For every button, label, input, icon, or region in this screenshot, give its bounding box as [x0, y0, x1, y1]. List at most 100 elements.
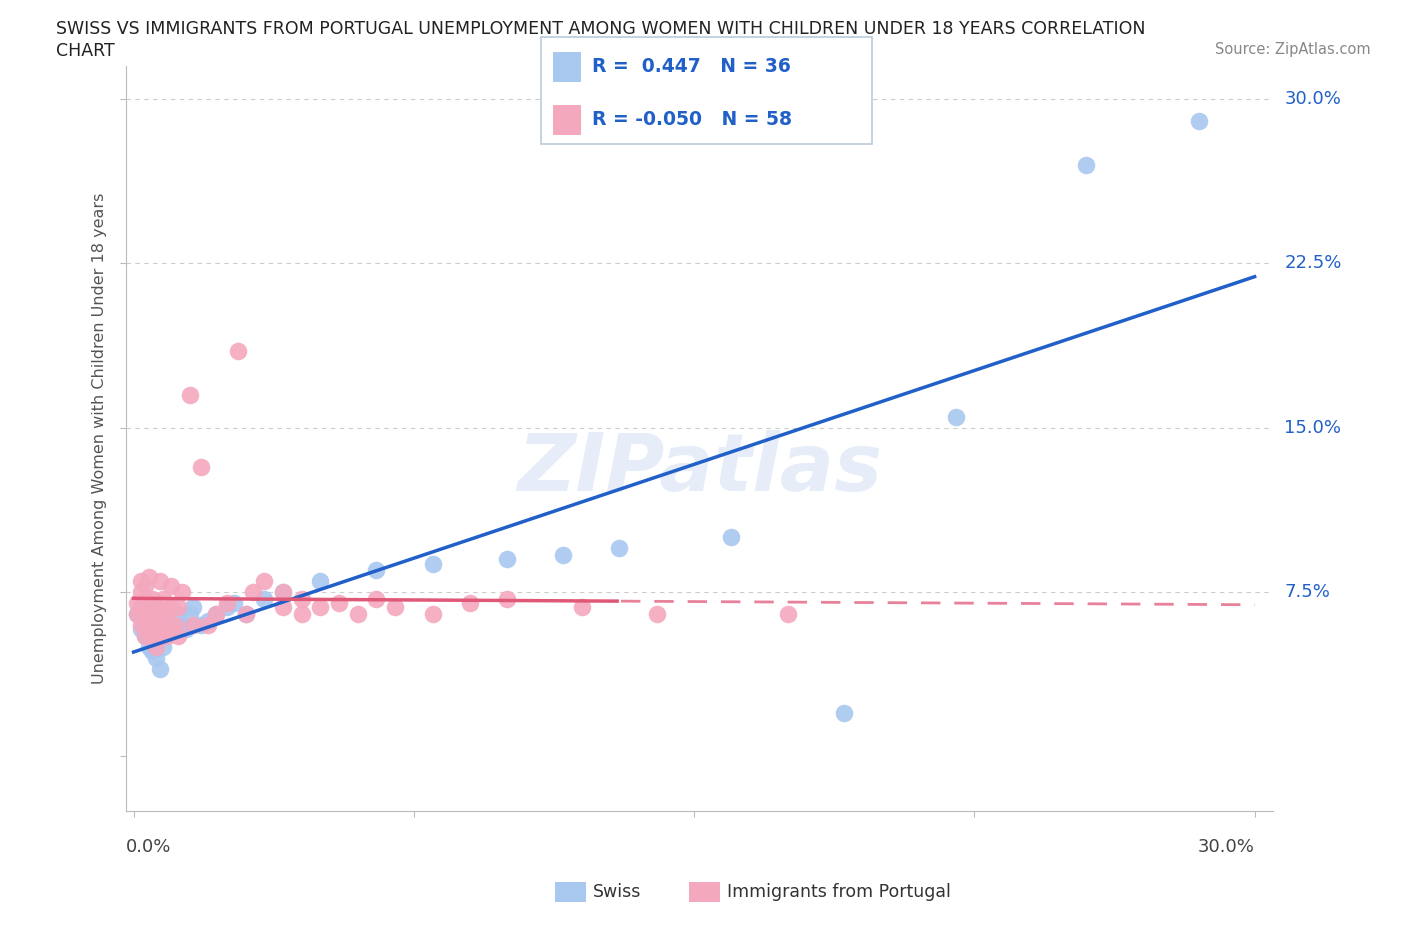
Point — [271, 600, 294, 615]
Point — [366, 591, 388, 606]
Point — [138, 595, 160, 610]
Point — [328, 595, 350, 610]
Point — [141, 606, 163, 621]
Point — [346, 606, 368, 621]
Point — [235, 606, 257, 621]
Point — [152, 618, 174, 632]
Text: R =  0.447   N = 36: R = 0.447 N = 36 — [592, 58, 790, 76]
Text: 22.5%: 22.5% — [1285, 255, 1341, 272]
Point — [167, 600, 190, 615]
Point — [179, 606, 201, 621]
Point — [145, 600, 167, 615]
Point — [145, 650, 167, 665]
Point — [160, 618, 183, 632]
Point — [141, 629, 163, 644]
Point — [291, 606, 314, 621]
Point — [160, 600, 183, 615]
Point — [134, 629, 156, 644]
Text: 30.0%: 30.0% — [1285, 90, 1341, 108]
Text: 7.5%: 7.5% — [1285, 583, 1330, 601]
Point — [129, 585, 152, 600]
Point — [945, 409, 967, 424]
Point — [720, 530, 742, 545]
Point — [224, 595, 246, 610]
Point — [156, 606, 179, 621]
Point — [309, 574, 332, 589]
Point — [422, 556, 444, 571]
Point — [253, 574, 276, 589]
Point — [553, 548, 575, 563]
Point — [271, 585, 294, 600]
Point — [160, 578, 183, 593]
Point — [145, 640, 167, 655]
Y-axis label: Unemployment Among Women with Children Under 18 years: Unemployment Among Women with Children U… — [93, 193, 107, 684]
Point — [366, 563, 388, 578]
Point — [127, 595, 149, 610]
Point — [291, 591, 314, 606]
Point — [190, 459, 212, 474]
Point — [571, 600, 593, 615]
Point — [645, 606, 668, 621]
Point — [138, 618, 160, 632]
Point — [309, 600, 332, 615]
Point — [174, 622, 197, 637]
Point — [183, 618, 205, 632]
Text: Source: ZipAtlas.com: Source: ZipAtlas.com — [1215, 42, 1371, 57]
Point — [253, 591, 276, 606]
Text: 15.0%: 15.0% — [1285, 418, 1341, 437]
Point — [141, 591, 163, 606]
Point — [242, 585, 264, 600]
Point — [160, 622, 183, 637]
Point — [167, 629, 190, 644]
Point — [190, 618, 212, 632]
Point — [156, 629, 179, 644]
Point — [129, 574, 152, 589]
Point — [271, 585, 294, 600]
Point — [127, 606, 149, 621]
Point — [127, 606, 149, 621]
Point — [609, 541, 631, 556]
Text: 0.0%: 0.0% — [127, 838, 172, 856]
Point — [149, 574, 172, 589]
Point — [134, 591, 156, 606]
Point — [215, 595, 238, 610]
Point — [145, 618, 167, 632]
Text: CHART: CHART — [56, 42, 115, 60]
Point — [204, 606, 226, 621]
Text: ZIPatlas: ZIPatlas — [517, 430, 882, 508]
Point — [134, 606, 156, 621]
Point — [226, 343, 249, 358]
Point — [832, 705, 855, 720]
Point — [215, 600, 238, 615]
Point — [138, 569, 160, 584]
Text: Immigrants from Portugal: Immigrants from Portugal — [727, 883, 950, 901]
Point — [197, 613, 219, 628]
Point — [149, 606, 172, 621]
Point — [138, 640, 160, 655]
Point — [167, 606, 190, 621]
Text: R = -0.050   N = 58: R = -0.050 N = 58 — [592, 111, 792, 129]
Point — [141, 618, 163, 632]
Point — [163, 618, 186, 632]
Text: Swiss: Swiss — [593, 883, 641, 901]
Text: SWISS VS IMMIGRANTS FROM PORTUGAL UNEMPLOYMENT AMONG WOMEN WITH CHILDREN UNDER 1: SWISS VS IMMIGRANTS FROM PORTUGAL UNEMPL… — [56, 20, 1146, 38]
Point — [172, 585, 194, 600]
Point — [384, 600, 406, 615]
Point — [129, 600, 152, 615]
Point — [458, 595, 481, 610]
Point — [129, 622, 152, 637]
Point — [496, 551, 519, 566]
Point — [163, 622, 186, 637]
Point — [141, 644, 163, 658]
Point — [172, 618, 194, 632]
Point — [152, 591, 174, 606]
Point — [134, 578, 156, 593]
Point — [197, 618, 219, 632]
Point — [134, 629, 156, 644]
Point — [149, 661, 172, 676]
Point — [1187, 113, 1209, 128]
Point — [156, 629, 179, 644]
Point — [183, 600, 205, 615]
Text: 30.0%: 30.0% — [1198, 838, 1254, 856]
Point — [129, 618, 152, 632]
